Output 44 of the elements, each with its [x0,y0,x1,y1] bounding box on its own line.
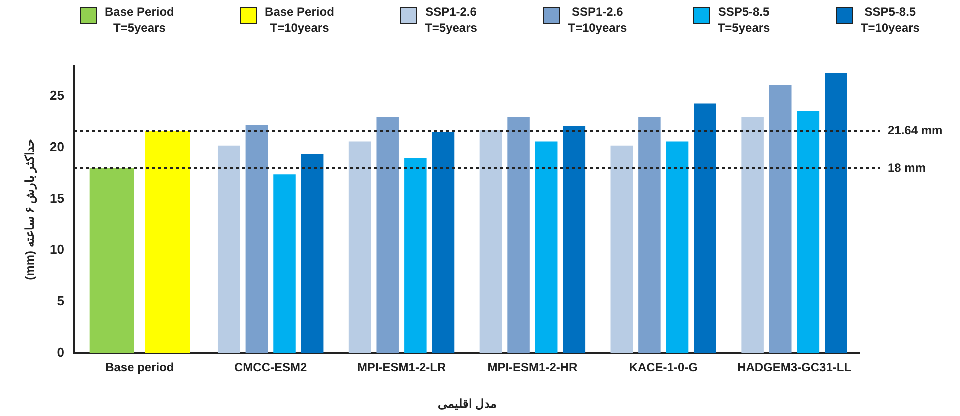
bar [563,126,586,354]
bar [90,168,134,354]
legend-label: Base Period T=5years [105,4,174,36]
x-axis-title: مدل اقلیمی [438,397,496,412]
bar [376,117,399,354]
bar [742,117,764,354]
bar [404,158,427,354]
bar [301,154,324,354]
legend-label: SSP1-2.6 T=5years [425,4,478,36]
bar [610,146,634,354]
bar [432,132,455,354]
bar [535,142,558,354]
legend-label: SSP1-2.6 T=10years [568,4,628,36]
bar [274,174,296,354]
x-tick-label: CMCC-ESM2 [234,360,308,375]
bar [797,110,820,354]
x-tick-label: MPI-ESM1-2-LR [357,360,446,375]
y-tick-label: 0 [57,344,64,360]
y-tick-label: 20 [50,139,64,154]
bar [638,117,661,354]
x-tick-label: HADGEM3-GC31-LL [738,360,852,375]
bar [145,131,190,354]
bar [825,72,848,354]
ref-line-label: 18 mm [888,160,926,175]
y-axis-title: حداکثر بارش ۶ ساعته (mm) [23,140,37,280]
bar [770,85,792,354]
bar [508,117,530,354]
y-tick-label: 25 [50,88,64,104]
y-tick-label: 15 [50,190,64,206]
bar [348,142,372,354]
legend-label: Base Period T=10years [265,4,334,36]
ref-line-label: 21.64 mm [888,123,943,138]
legend-label: SSP5-8.5 T=10years [860,4,920,36]
x-tick-label: KACE-1-0-G [629,360,698,375]
y-tick-label: 5 [57,293,64,308]
bar [666,142,689,354]
bar [218,146,240,354]
legend-label: SSP5-8.5 T=5years [718,4,770,36]
x-tick-label: Base period [106,360,174,375]
y-tick-label: 10 [50,242,64,258]
x-tick-label: MPI-ESM1-2-HR [488,360,578,375]
bar [480,130,502,354]
bar [246,125,268,354]
bar [694,104,716,354]
